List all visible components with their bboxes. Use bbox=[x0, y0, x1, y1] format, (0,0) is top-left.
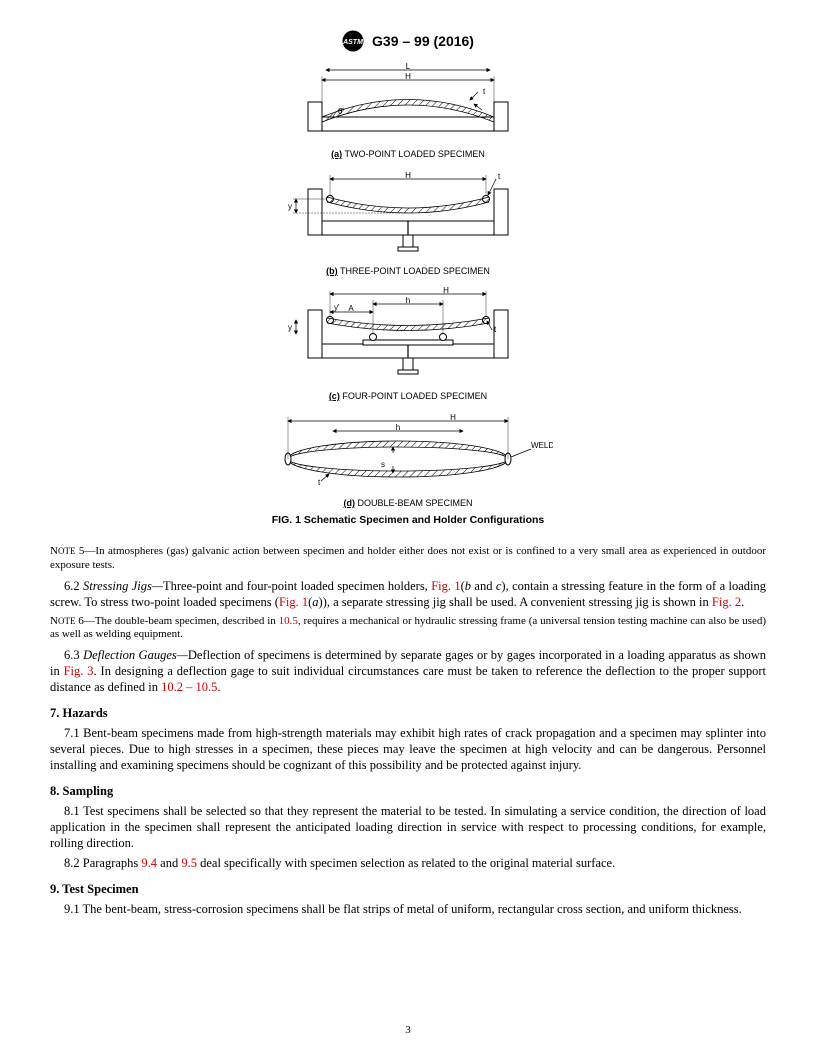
note-6: NOTE 6—The double-beam specimen, describ… bbox=[50, 615, 766, 643]
note-5-label: NOTE 5— bbox=[50, 545, 95, 557]
note-6-label: NOTE 6— bbox=[50, 615, 95, 627]
svg-text:t: t bbox=[483, 87, 486, 96]
para-9-1: 9.1 The bent-beam, stress-corrosion spec… bbox=[50, 901, 766, 917]
svg-text:L: L bbox=[406, 62, 411, 71]
section-7-heading: 7. Hazards bbox=[50, 705, 766, 721]
svg-text:WELD: WELD bbox=[531, 441, 553, 450]
link-fig1-1[interactable]: Fig. 1 bbox=[431, 579, 460, 593]
figure-d-letter: (d) bbox=[343, 498, 355, 508]
figure-c-caption: (c) FOUR-POINT LOADED SPECIMEN bbox=[263, 391, 553, 401]
section-8-heading: 8. Sampling bbox=[50, 783, 766, 799]
svg-text:h: h bbox=[396, 423, 400, 432]
para-9-1-num: 9.1 bbox=[64, 902, 83, 916]
link-fig1-2[interactable]: Fig. 1 bbox=[279, 595, 308, 609]
para-8-2: 8.2 Paragraphs 9.4 and 9.5 deal specific… bbox=[50, 855, 766, 871]
figure-a-letter: (a) bbox=[331, 149, 342, 159]
svg-text:s: s bbox=[381, 460, 385, 469]
svg-text:H: H bbox=[405, 171, 411, 180]
svg-text:A: A bbox=[348, 304, 354, 313]
page-header: ASTM G39 – 99 (2016) bbox=[50, 30, 766, 52]
figure-block: L H t θ (a) TWO-POINT LOADED SPECIMEN bbox=[50, 62, 766, 540]
figure-d-label: DOUBLE-BEAM SPECIMEN bbox=[357, 498, 472, 508]
figure-b-svg: H y t bbox=[278, 169, 538, 259]
section-9-heading: 9. Test Specimen bbox=[50, 881, 766, 897]
note-5: NOTE 5—In atmospheres (gas) galvanic act… bbox=[50, 545, 766, 573]
svg-text:θ: θ bbox=[338, 107, 343, 116]
standard-designation: G39 – 99 (2016) bbox=[372, 33, 474, 49]
svg-text:H: H bbox=[450, 413, 456, 422]
link-9-4[interactable]: 9.4 bbox=[141, 856, 157, 870]
para-6-2-num: 6.2 bbox=[64, 579, 83, 593]
astm-logo-icon: ASTM bbox=[342, 30, 364, 52]
para-7-1: 7.1 Bent-beam specimens made from high-s… bbox=[50, 725, 766, 773]
para-6-3: 6.3 Deflection Gauges—Deflection of spec… bbox=[50, 647, 766, 695]
figure-b-label: THREE-POINT LOADED SPECIMEN bbox=[340, 266, 490, 276]
figure-b-letter: (b) bbox=[326, 266, 338, 276]
link-fig2[interactable]: Fig. 2 bbox=[712, 595, 741, 609]
para-8-1-num: 8.1 bbox=[64, 804, 83, 818]
figure-group: L H t θ (a) TWO-POINT LOADED SPECIMEN bbox=[263, 62, 553, 540]
svg-text:H: H bbox=[443, 286, 449, 295]
svg-text:ASTM: ASTM bbox=[342, 39, 363, 46]
para-7-1-num: 7.1 bbox=[64, 726, 83, 740]
link-10-5[interactable]: 10.5 bbox=[279, 615, 298, 627]
para-8-2-num: 8.2 bbox=[64, 856, 83, 870]
para-6-2: 6.2 Stressing Jigs—Three-point and four-… bbox=[50, 578, 766, 610]
figure-d-caption: (d) DOUBLE-BEAM SPECIMEN bbox=[263, 498, 553, 508]
para-6-3-num: 6.3 bbox=[64, 648, 83, 662]
body-text: NOTE 5—In atmospheres (gas) galvanic act… bbox=[50, 545, 766, 917]
figure-a-svg: L H t θ bbox=[278, 62, 538, 142]
svg-text:H: H bbox=[405, 72, 411, 81]
figure-a-label: TWO-POINT LOADED SPECIMEN bbox=[344, 149, 484, 159]
svg-text:y: y bbox=[288, 323, 292, 332]
link-9-5[interactable]: 9.5 bbox=[181, 856, 197, 870]
para-6-3-title: Deflection Gauges— bbox=[83, 648, 188, 662]
figure-b-caption: (b) THREE-POINT LOADED SPECIMEN bbox=[263, 266, 553, 276]
figure-c-label: FOUR-POINT LOADED SPECIMEN bbox=[342, 391, 487, 401]
svg-text:t: t bbox=[498, 172, 501, 181]
figure-d-svg: H h s t WELD bbox=[263, 411, 553, 491]
svg-text:h: h bbox=[406, 296, 410, 305]
svg-text:t: t bbox=[318, 478, 321, 487]
figure-c-svg: H h A y y' t bbox=[278, 286, 538, 384]
page-number: 3 bbox=[0, 1024, 816, 1036]
figure-main-caption: FIG. 1 Schematic Specimen and Holder Con… bbox=[263, 514, 553, 526]
svg-text:y: y bbox=[288, 202, 292, 211]
page: ASTM G39 – 99 (2016) bbox=[0, 0, 816, 1056]
note-5-text: In atmospheres (gas) galvanic action bet… bbox=[50, 545, 766, 571]
link-fig3[interactable]: Fig. 3 bbox=[64, 664, 94, 678]
link-10-2-10-5[interactable]: 10.2 – 10.5 bbox=[161, 680, 217, 694]
para-8-1: 8.1 Test specimens shall be selected so … bbox=[50, 803, 766, 851]
figure-c-letter: (c) bbox=[329, 391, 340, 401]
svg-text:y': y' bbox=[334, 303, 340, 312]
para-6-2-title: Stressing Jigs— bbox=[83, 579, 163, 593]
figure-a-caption: (a) TWO-POINT LOADED SPECIMEN bbox=[263, 149, 553, 159]
